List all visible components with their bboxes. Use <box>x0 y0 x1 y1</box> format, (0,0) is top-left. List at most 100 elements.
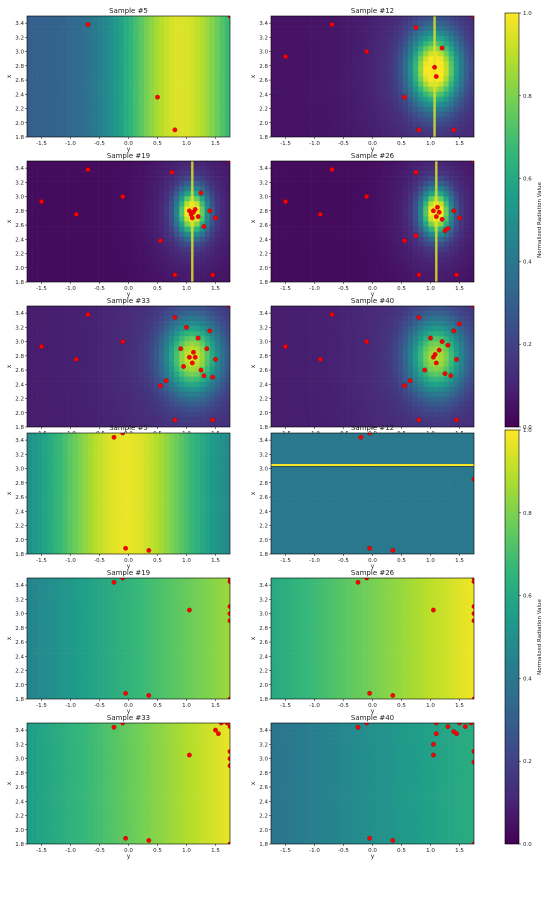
heatmap-cell <box>118 176 124 182</box>
heatmap-cell <box>113 251 119 258</box>
heatmap-cell <box>286 71 292 77</box>
heatmap-cell <box>443 111 449 118</box>
heatmap-cell <box>128 56 134 62</box>
heatmap-cell <box>62 36 68 42</box>
heatmap-cell <box>321 121 328 128</box>
heatmap-cell <box>377 181 383 187</box>
heatmap-cell <box>98 271 104 278</box>
heatmap-cell <box>402 46 409 52</box>
heatmap-cell <box>32 196 38 202</box>
heatmap-cell <box>352 231 358 237</box>
heatmap-cell <box>92 221 99 227</box>
heatmap-cell <box>423 226 429 232</box>
heatmap-cell <box>62 176 68 182</box>
heatmap-cell <box>118 366 124 372</box>
heatmap-cell <box>148 241 155 248</box>
heatmap-cell <box>209 181 216 187</box>
heatmap-cell <box>47 396 53 403</box>
heatmap-cell <box>148 46 155 52</box>
heatmap-cell <box>428 241 434 248</box>
heatmap-cell <box>204 206 211 212</box>
heatmap-cell <box>169 201 175 207</box>
heatmap-cell <box>463 211 470 217</box>
heatmap-cell <box>402 181 409 187</box>
heatmap-cell <box>164 41 170 47</box>
heatmap-cell <box>72 106 79 113</box>
heatmap-cell <box>463 236 470 242</box>
sample-point <box>433 214 439 219</box>
heatmap-cell <box>67 331 73 337</box>
heatmap-cell <box>133 36 139 42</box>
heatmap-cell <box>397 51 404 57</box>
heatmap-cell <box>42 181 48 187</box>
heatmap-cell <box>397 106 404 113</box>
heatmap-cell <box>184 201 190 207</box>
heatmap-cell <box>408 206 414 212</box>
heatmap-cell <box>342 266 348 273</box>
heatmap-cell <box>347 221 353 227</box>
heatmap-cell <box>32 306 38 312</box>
heatmap-cell <box>103 126 109 133</box>
heatmap-cell <box>113 261 119 268</box>
heatmap-cell <box>82 236 89 242</box>
heatmap-cell <box>408 71 414 77</box>
heatmap-cell <box>291 191 297 197</box>
heatmap-cell <box>438 121 444 128</box>
heatmap-cell <box>219 251 226 258</box>
heatmap-cell <box>37 266 43 273</box>
heatmap-cell <box>153 206 160 212</box>
heatmap-cell <box>377 161 383 167</box>
heatmap-cell <box>148 246 155 253</box>
heatmap-cell <box>128 116 134 123</box>
heatmap-cell <box>108 396 114 403</box>
heatmap-cell <box>32 351 38 357</box>
heatmap-cell <box>362 236 368 242</box>
heatmap-cell <box>103 371 109 377</box>
heatmap-cell <box>209 56 216 62</box>
heatmap-cell <box>402 71 409 77</box>
heatmap-cell <box>438 61 444 67</box>
heatmap-cell <box>158 101 165 108</box>
heatmap-cell <box>158 411 165 418</box>
heatmap-cell <box>204 411 211 418</box>
heatmap-cell <box>199 111 205 118</box>
heatmap-cell <box>296 131 302 137</box>
heatmap-cell <box>133 396 139 403</box>
heatmap-cell <box>377 46 383 52</box>
heatmap-cell <box>209 266 216 273</box>
heatmap-cell <box>397 21 404 27</box>
heatmap-cell <box>153 116 160 123</box>
heatmap-cell <box>377 231 383 237</box>
heatmap-cell <box>57 66 63 72</box>
heatmap-cell <box>37 236 43 242</box>
heatmap-cell <box>271 161 277 167</box>
heatmap-cell <box>72 231 79 237</box>
heatmap-cell <box>382 121 389 128</box>
heatmap-cell <box>37 201 43 207</box>
heatmap-cell <box>306 231 312 237</box>
heatmap-cell <box>143 191 150 197</box>
heatmap-cell <box>408 51 414 57</box>
heatmap-cell <box>87 86 94 92</box>
heatmap-cell <box>92 16 99 22</box>
heatmap-cell <box>32 216 38 222</box>
heatmap-cell <box>92 166 99 172</box>
heatmap-cell <box>352 31 358 37</box>
heatmap-cell <box>336 111 343 118</box>
heatmap-cell <box>118 101 124 108</box>
heatmap-cell <box>42 56 48 62</box>
heatmap-cell <box>362 246 368 253</box>
heatmap-cell <box>169 226 175 232</box>
heatmap-cell <box>377 101 383 108</box>
heatmap-cell <box>32 386 38 393</box>
heatmap-cell <box>128 336 134 342</box>
heatmap-cell <box>311 176 317 182</box>
heatmap-cell <box>62 16 68 22</box>
heatmap-cell <box>184 216 190 222</box>
heatmap-cell <box>402 266 409 273</box>
heatmap-cell <box>57 101 63 108</box>
heatmap-cell <box>281 241 287 248</box>
heatmap-cell <box>306 191 312 197</box>
heatmap-cell <box>402 216 409 222</box>
heatmap-cell <box>52 201 58 207</box>
